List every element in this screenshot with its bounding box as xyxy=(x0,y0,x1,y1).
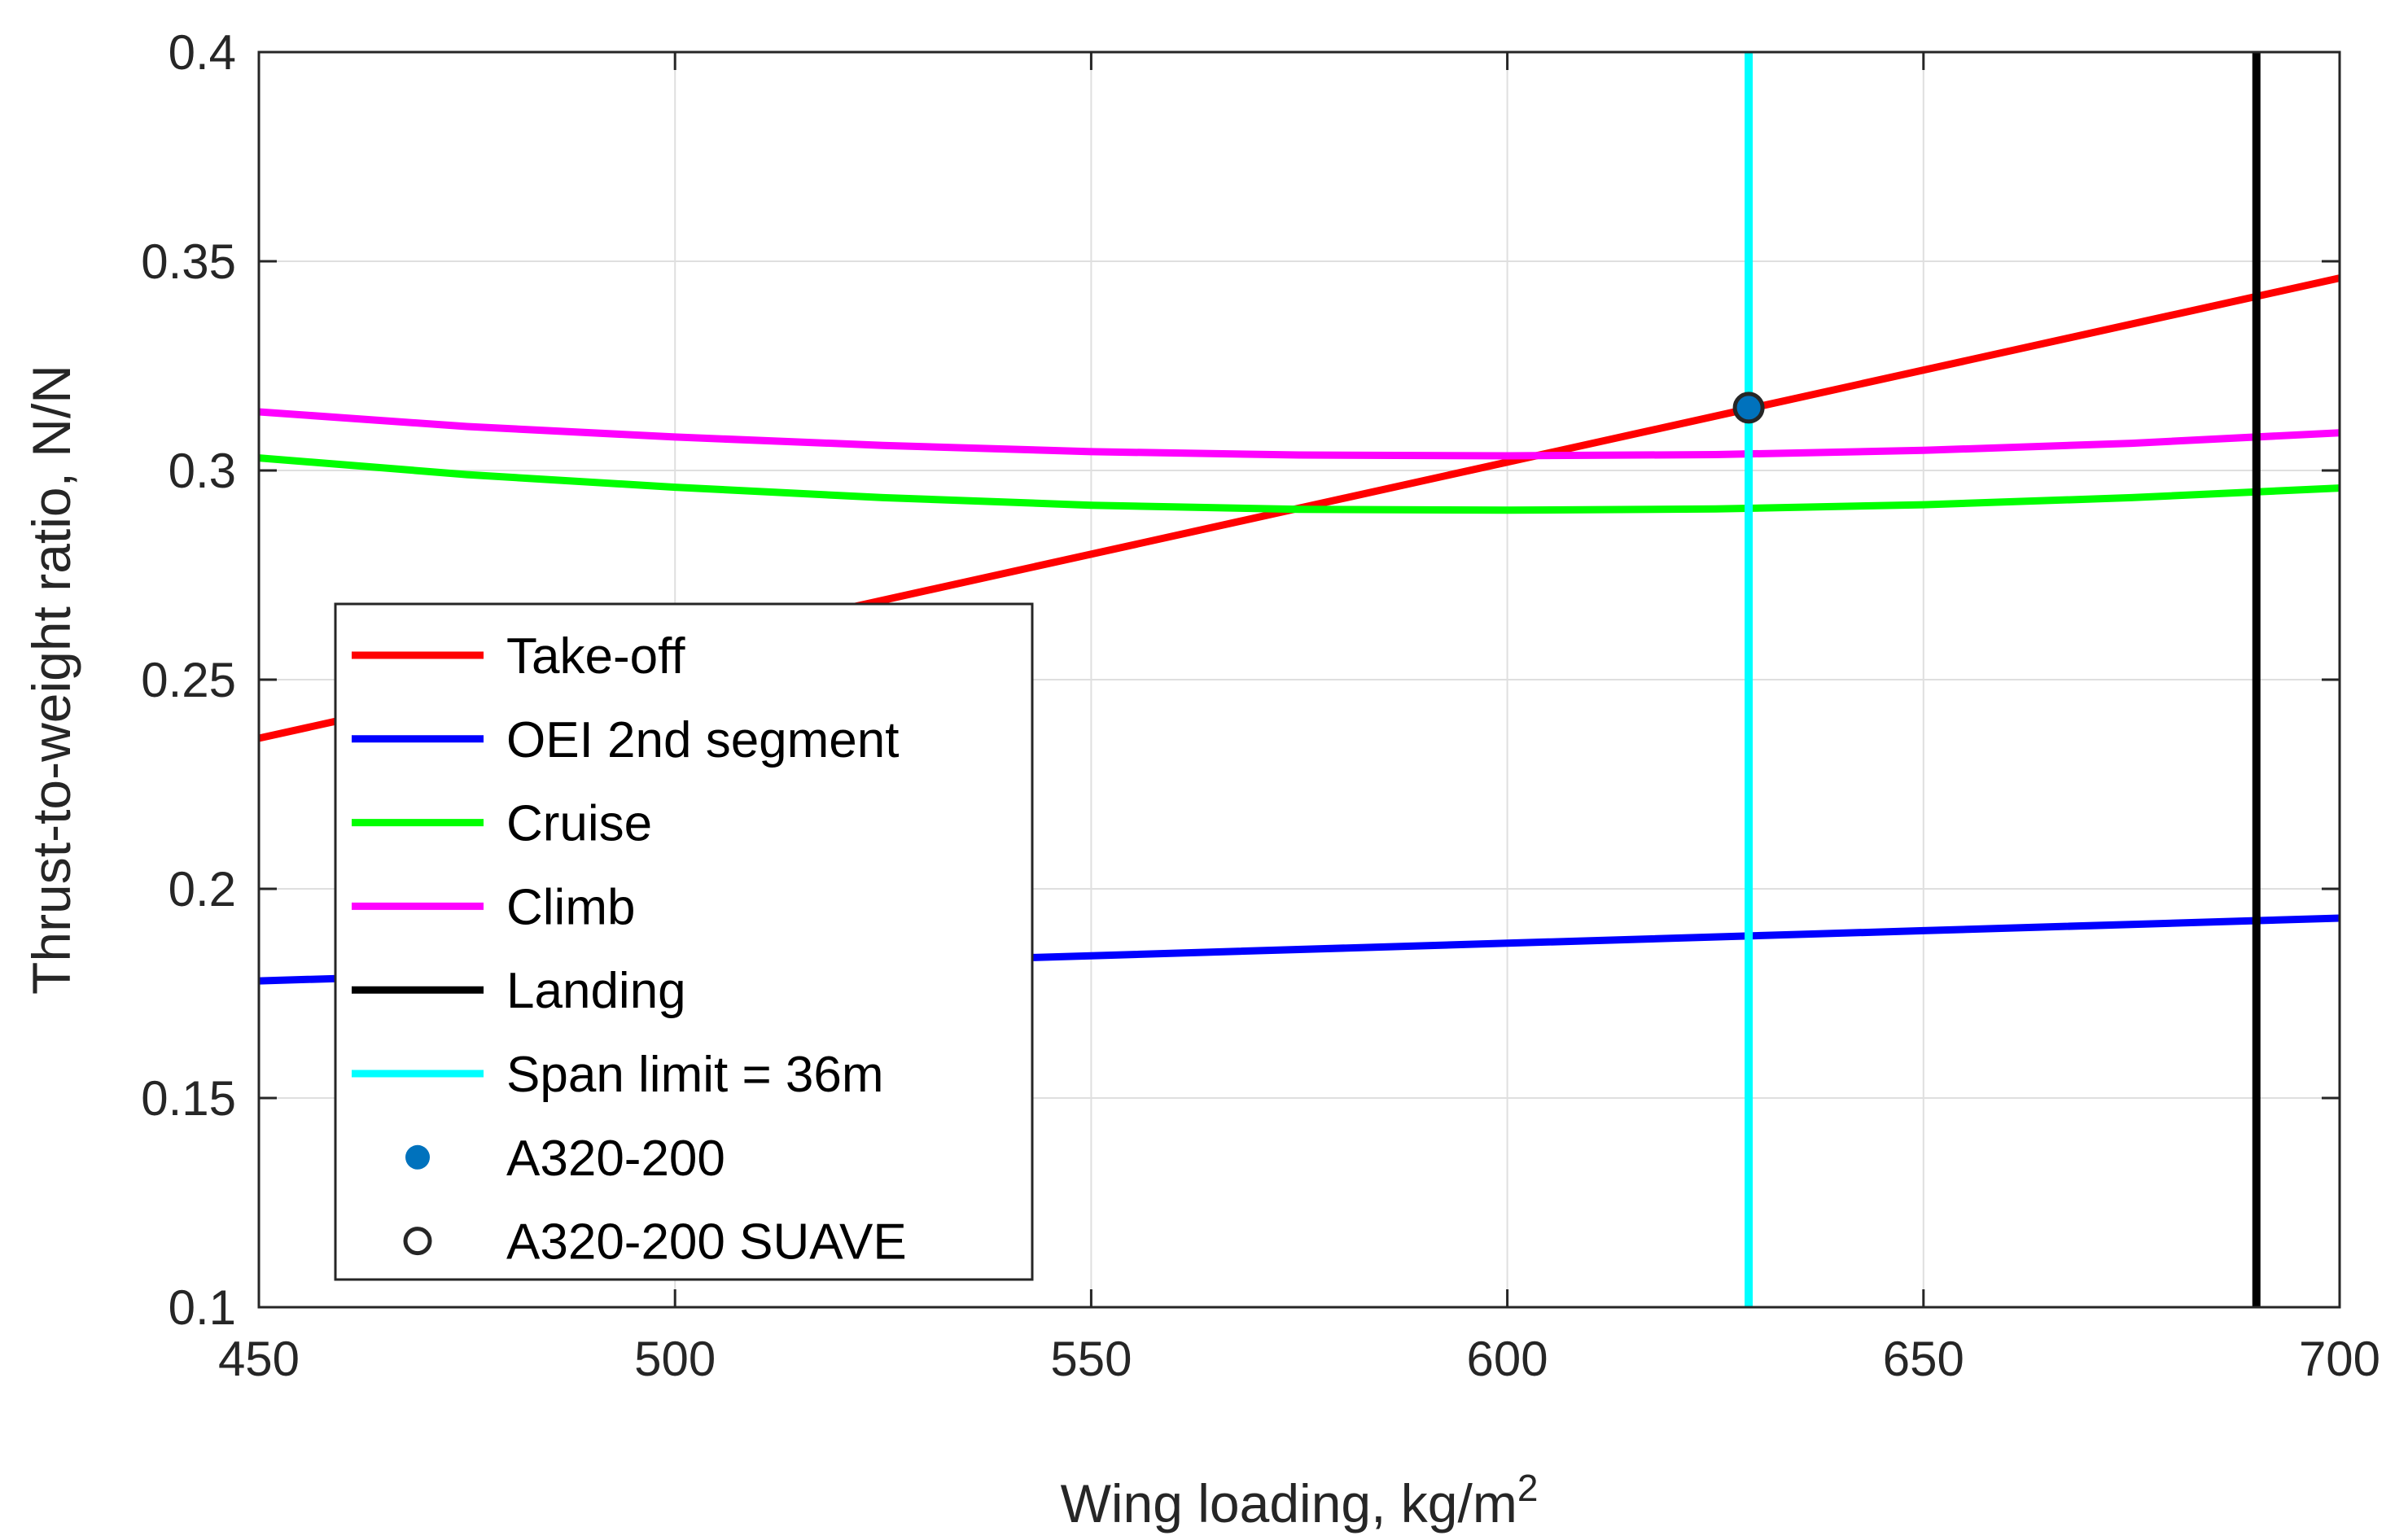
x-axis-title: Wing loading, kg/m2 xyxy=(1061,1467,1539,1533)
y-tick-label: 0.25 xyxy=(141,653,236,707)
legend-label-a320-200-suave: A320-200 SUAVE xyxy=(506,1214,907,1271)
legend-label-cruise: Cruise xyxy=(506,796,652,852)
tick-labels: 450 500 550 600 650 700 0.1 0.15 0.2 0.25 0.3 0.35 0… xyxy=(141,25,2380,1386)
y-tick-label: 0.1 xyxy=(169,1280,236,1335)
legend-label-landing: Landing xyxy=(506,963,686,1019)
y-tick-label: 0.4 xyxy=(169,25,236,80)
legend-label-span-limit-36m: Span limit = 36m xyxy=(506,1047,884,1103)
x-tick-label: 500 xyxy=(634,1332,716,1386)
legend: Take-off OEI 2nd segment Cruise Climb Landin… xyxy=(334,602,1034,1281)
y-tick-label: 0.2 xyxy=(169,862,236,917)
point-a320-200-suave xyxy=(1732,392,1765,424)
x-axis-title-text: Wing loading, kg/m xyxy=(1061,1473,1517,1533)
legend-box xyxy=(334,602,1034,1281)
series-line-cruise xyxy=(258,454,2340,514)
x-tick-label: 700 xyxy=(2299,1332,2380,1386)
legend-label-climb: Climb xyxy=(506,879,635,935)
y-tick-label: 0.35 xyxy=(141,234,236,289)
y-tick-label: 0.3 xyxy=(169,444,236,498)
x-tick-label: 650 xyxy=(1883,1332,1964,1386)
ticks xyxy=(257,50,2341,1309)
point-a320-200 xyxy=(1735,393,1763,422)
y-tick-label: 0.15 xyxy=(141,1071,236,1126)
x-tick-label: 450 xyxy=(218,1332,300,1386)
grid xyxy=(259,52,2340,1307)
x-axis-title-superscript: 2 xyxy=(1517,1467,1539,1509)
legend-swatch-a320-200-suave xyxy=(403,1227,432,1256)
legend-label-a320-200: A320-200 xyxy=(506,1131,725,1187)
x-tick-label: 600 xyxy=(1467,1332,1548,1386)
legend-swatch-a320-200 xyxy=(405,1144,430,1170)
y-axis-title: Thrust-to-weight ratio, N/N xyxy=(21,365,81,995)
legend-entries: Take-off OEI 2nd segment Cruise Climb Landin… xyxy=(352,628,907,1271)
legend-label-take-off: Take-off xyxy=(506,628,685,685)
legend-label-oei-2nd-segment: OEI 2nd segment xyxy=(506,712,900,768)
x-tick-label: 550 xyxy=(1050,1332,1132,1386)
series-line-climb xyxy=(258,408,2340,460)
